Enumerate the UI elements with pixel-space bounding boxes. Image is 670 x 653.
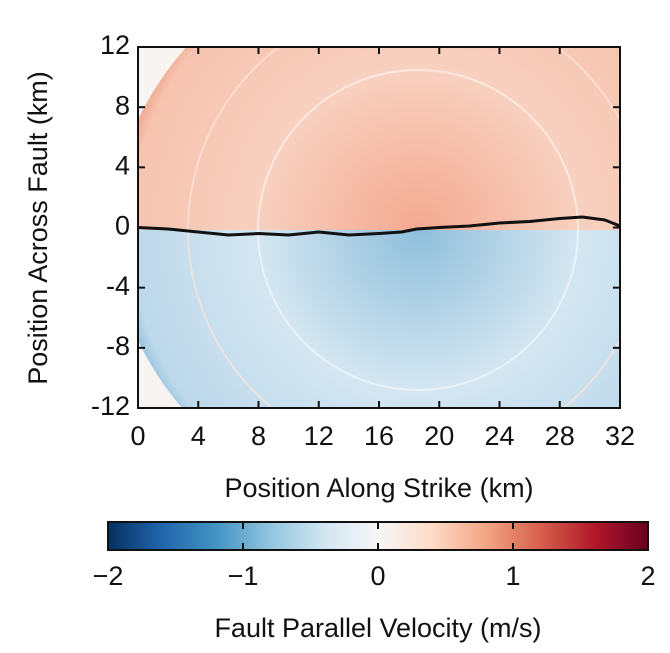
y-axis-label: Position Across Fault (km) [23,71,53,385]
y-tick-label: -4 [106,271,130,301]
x-tick-label: 12 [304,421,334,451]
colorbar-tick-label: −2 [93,561,124,591]
x-tick-label: 24 [484,421,514,451]
y-tick-label: -8 [106,331,130,361]
colorbar-label: Fault Parallel Velocity (m/s) [214,613,541,643]
y-tick-label: 12 [100,30,130,60]
x-tick-label: 20 [424,421,454,451]
colorbar-tick-label: 1 [505,561,520,591]
x-tick-label: 8 [251,421,266,451]
y-tick-label: 8 [115,90,130,120]
x-tick-label: 28 [545,421,575,451]
colorbar-tick-label: 0 [370,561,385,591]
x-axis-label: Position Along Strike (km) [224,473,533,503]
y-tick-label: -12 [91,391,130,421]
x-tick-label: 4 [191,421,206,451]
x-tick-label: 16 [364,421,394,451]
x-tick-label: 0 [130,421,145,451]
x-tick-label: 32 [605,421,635,451]
fault-trace [137,215,621,237]
colorbar-tick-label: 2 [640,561,655,591]
y-tick-label: 0 [115,211,130,241]
y-tick-label: 4 [115,150,130,180]
colorbar-tick-label: −1 [228,561,259,591]
